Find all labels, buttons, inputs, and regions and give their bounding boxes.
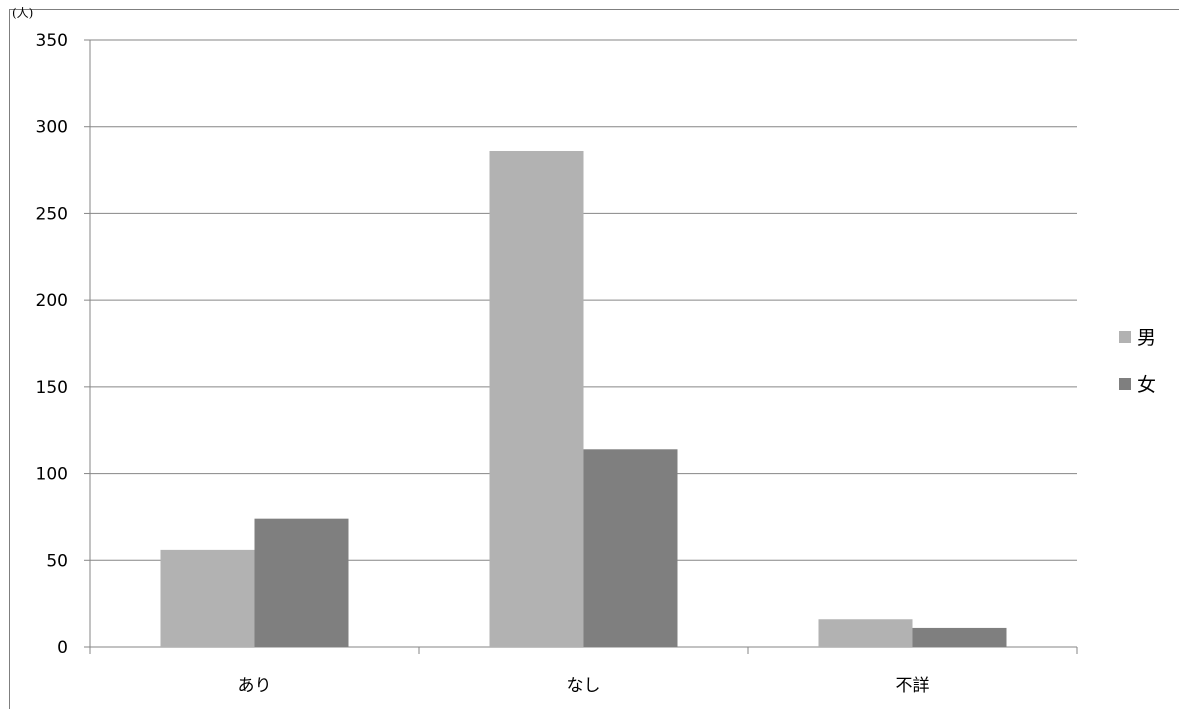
y-tick-label: 250 bbox=[36, 204, 68, 224]
y-tick-label: 300 bbox=[36, 118, 68, 138]
legend-label: 男 bbox=[1137, 327, 1156, 349]
y-tick-label: 200 bbox=[36, 291, 68, 311]
y-tick-label: 350 bbox=[36, 31, 68, 51]
legend-label: 女 bbox=[1137, 374, 1156, 396]
bar-female bbox=[254, 518, 349, 647]
y-tick-label: 100 bbox=[36, 465, 68, 485]
legend-swatch-male bbox=[1119, 331, 1131, 343]
x-tick-label: 不詳 bbox=[896, 676, 930, 696]
y-tick-label: 0 bbox=[57, 638, 68, 658]
legend-swatch-female bbox=[1119, 378, 1131, 390]
x-tick-label: あり bbox=[238, 676, 272, 696]
bar-male bbox=[489, 150, 584, 647]
bar-male bbox=[818, 619, 913, 647]
x-tick-label: なし bbox=[567, 676, 601, 696]
unit-label: (人) bbox=[12, 6, 34, 20]
chart-frame: (人) bbox=[9, 6, 1179, 709]
bar-male bbox=[160, 549, 255, 647]
y-tick-label: 50 bbox=[46, 551, 68, 571]
bar-female bbox=[583, 449, 678, 647]
bar-female bbox=[912, 627, 1007, 647]
y-tick-label: 150 bbox=[36, 378, 68, 398]
